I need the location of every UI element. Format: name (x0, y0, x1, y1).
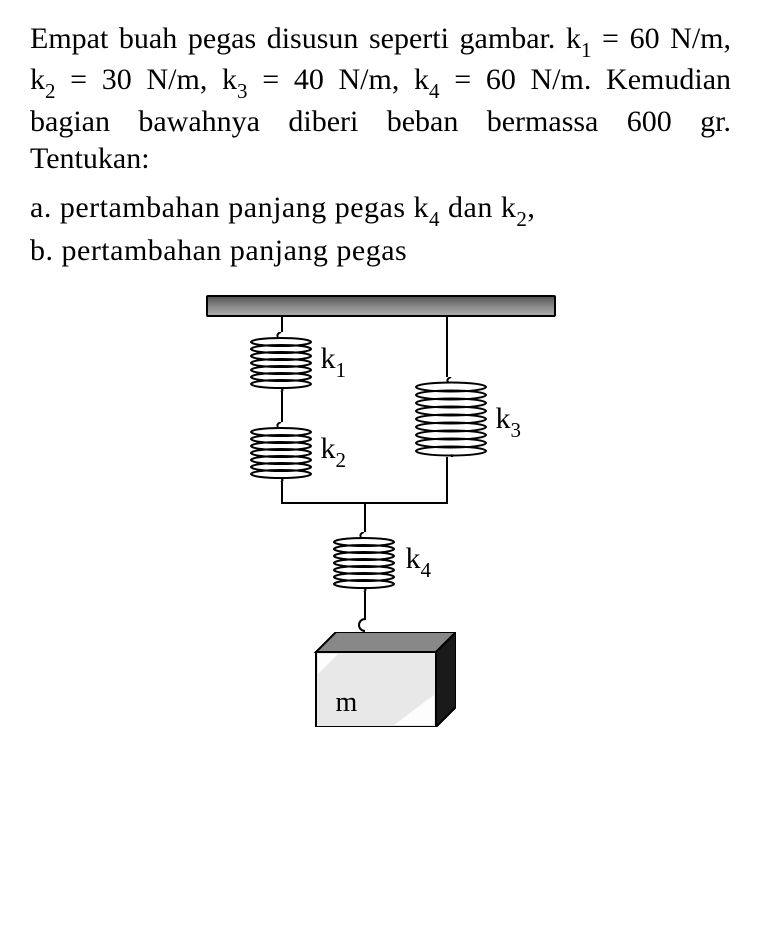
wire (281, 392, 283, 422)
k-symbol: k (496, 402, 511, 435)
opt-a-end: , (527, 191, 535, 224)
opt-a-mid: dan k (440, 191, 516, 224)
question-options: a. pertambahan panjang pegas k4 dan k2, … (30, 188, 731, 270)
spring-structure: k1 k2 k3 k4 m (206, 317, 556, 767)
var-k2: k (30, 63, 45, 96)
label-k4: k4 (406, 542, 432, 581)
opt-b-prefix: b. (30, 234, 54, 267)
spring-diagram: k1 k2 k3 k4 m (206, 295, 556, 767)
var-k3: k (222, 63, 237, 96)
wire (446, 457, 448, 502)
wire (364, 592, 366, 617)
k-symbol: k (406, 542, 421, 575)
spring-k3 (411, 377, 491, 457)
opt-a-sub2: 2 (516, 207, 527, 231)
opt-a-sub1: 4 (429, 207, 440, 231)
opt-a-prefix: a. (30, 191, 52, 224)
k-sub: 4 (421, 558, 432, 582)
option-a: a. pertambahan panjang pegas k4 dan k2, (30, 188, 731, 231)
k-symbol: k (321, 432, 336, 465)
wire (446, 317, 448, 377)
sub-3: 3 (237, 79, 248, 103)
wire (364, 502, 366, 532)
label-k3: k3 (496, 402, 522, 441)
opt-a-text: pertambahan panjang pegas k (60, 191, 429, 224)
spring-k2 (246, 422, 316, 482)
mass-box (296, 632, 456, 727)
var-k1: k (566, 22, 581, 55)
label-k1: k1 (321, 342, 347, 381)
k-sub: 3 (511, 418, 522, 442)
val-k3: 40 N/m (294, 63, 392, 96)
option-b: b. pertambahan panjang pegas (30, 231, 731, 270)
val-k1: 60 N/m (630, 22, 724, 55)
ceiling-bar (206, 295, 556, 317)
label-k2: k2 (321, 432, 347, 471)
val-k4: 60 N/m (486, 63, 584, 96)
hook-icon (356, 615, 374, 633)
k-sub: 1 (336, 358, 347, 382)
sub-4: 4 (429, 79, 440, 103)
spring-k1 (246, 332, 316, 392)
sub-1: 1 (581, 38, 592, 62)
wire (281, 317, 283, 332)
k-symbol: k (321, 342, 336, 375)
opt-b-text: pertambahan panjang pegas (62, 234, 408, 267)
sub-2: 2 (45, 79, 56, 103)
problem-statement: Empat buah pegas disusun seperti gambar.… (30, 20, 731, 178)
k-sub: 2 (336, 448, 347, 472)
wire (281, 482, 283, 502)
var-k4: k (414, 63, 429, 96)
val-k2: 30 N/m (102, 63, 200, 96)
mass-value: 600 gr (627, 105, 724, 138)
spring-k4 (329, 532, 399, 592)
mass-label: m (336, 687, 358, 719)
